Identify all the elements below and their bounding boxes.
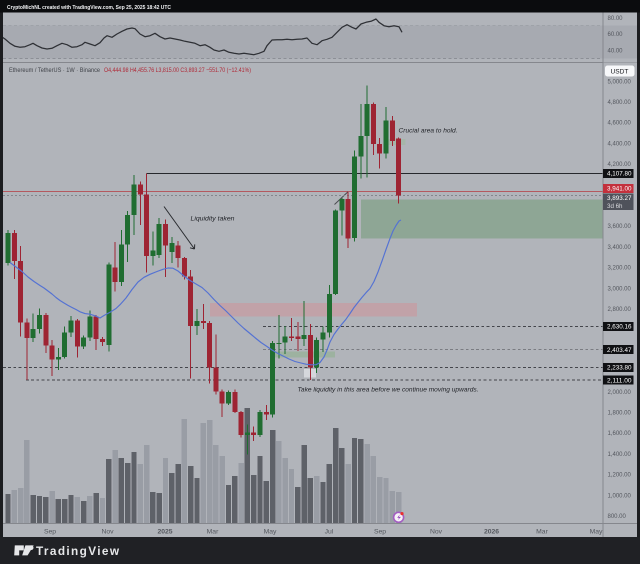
svg-text:Nov: Nov <box>101 529 114 536</box>
svg-text:3,400.00: 3,400.00 <box>608 245 632 251</box>
svg-text:1,600.00: 1,600.00 <box>608 431 632 437</box>
svg-text:Ethereum / TetherUS · 1W · Bin: Ethereum / TetherUS · 1W · Binance <box>9 67 100 74</box>
svg-text:4,800.00: 4,800.00 <box>608 100 632 106</box>
svg-text:3,941.00: 3,941.00 <box>607 186 632 193</box>
svg-text:USDT: USDT <box>611 69 629 76</box>
svg-text:1,800.00: 1,800.00 <box>608 411 632 417</box>
svg-text:3,000.00: 3,000.00 <box>608 286 632 292</box>
svg-text:Liquidity taken: Liquidity taken <box>191 216 235 223</box>
svg-text:O4,444.98 H4,455.76 L3,815.00: O4,444.98 H4,455.76 L3,815.00 C3,893.27 … <box>104 67 251 74</box>
svg-text:2,403.47: 2,403.47 <box>607 347 632 354</box>
svg-text:80.00: 80.00 <box>608 16 624 22</box>
svg-text:2026: 2026 <box>484 529 499 536</box>
svg-text:Mar: Mar <box>536 529 548 536</box>
svg-text:40.00: 40.00 <box>608 49 624 55</box>
svg-text:CryptoMichNL created with Trad: CryptoMichNL created with TradingView.co… <box>7 5 171 11</box>
svg-text:3d 6h: 3d 6h <box>607 203 623 210</box>
svg-text:800.00: 800.00 <box>608 514 627 520</box>
svg-text:3,600.00: 3,600.00 <box>608 224 632 230</box>
svg-text:Take liquidity in this area be: Take liquidity in this area before we co… <box>298 387 479 394</box>
svg-text:2,111.00: 2,111.00 <box>607 377 632 384</box>
svg-text:1,000.00: 1,000.00 <box>608 493 632 499</box>
svg-text:1,200.00: 1,200.00 <box>608 473 632 479</box>
svg-text:3,893.27: 3,893.27 <box>607 195 632 202</box>
svg-text:4,400.00: 4,400.00 <box>608 141 632 147</box>
svg-text:May: May <box>590 529 603 536</box>
svg-text:4,200.00: 4,200.00 <box>608 162 632 168</box>
svg-text:TradingView: TradingView <box>36 544 120 558</box>
svg-text:Sep: Sep <box>374 529 386 536</box>
svg-text:Jul: Jul <box>325 529 334 536</box>
svg-text:5,000.00: 5,000.00 <box>608 79 632 85</box>
svg-text:Sep: Sep <box>44 529 56 536</box>
svg-text:2025: 2025 <box>157 529 172 536</box>
svg-text:2,000.00: 2,000.00 <box>608 390 632 396</box>
svg-text:60.00: 60.00 <box>608 32 624 38</box>
svg-text:Mar: Mar <box>207 529 219 536</box>
svg-text:1,400.00: 1,400.00 <box>608 452 632 458</box>
svg-text:3,200.00: 3,200.00 <box>608 266 632 272</box>
svg-text:4,107.80: 4,107.80 <box>607 171 632 178</box>
svg-text:2,630.16: 2,630.16 <box>607 324 632 331</box>
svg-text:2,233.80: 2,233.80 <box>607 365 632 372</box>
svg-text:Crucial area to hold.: Crucial area to hold. <box>399 128 458 135</box>
svg-text:2,800.00: 2,800.00 <box>608 307 632 313</box>
svg-text:Nov: Nov <box>430 529 443 536</box>
svg-text:4,600.00: 4,600.00 <box>608 121 632 127</box>
svg-text:May: May <box>264 529 277 536</box>
